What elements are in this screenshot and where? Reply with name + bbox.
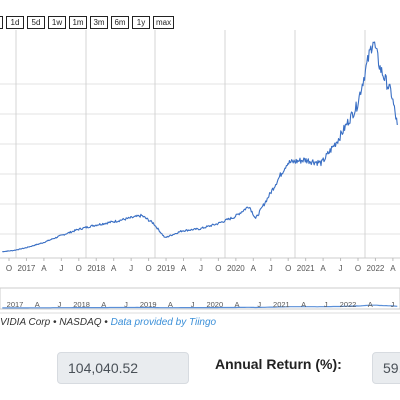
navigator-tick-label: A: [368, 300, 373, 309]
range-selector: 1d 5d 1w 1m 3m 6m 1y max: [0, 16, 175, 29]
navigator-tick-label: A: [234, 300, 239, 309]
navigator-tick-label: 2018: [73, 300, 90, 309]
exchange-name: NASDAQ: [59, 317, 102, 328]
x-tick-label: O: [76, 264, 82, 273]
navigator-tick-label: A: [301, 300, 306, 309]
range-button-3m[interactable]: 3m: [90, 16, 108, 29]
chart-credits: VIDIA Corp • NASDAQ • Data provided by T…: [0, 317, 400, 328]
x-tick-label: O: [145, 264, 151, 273]
x-tick-label: A: [320, 264, 326, 273]
price-chart[interactable]: O 2017 A J O 2018 A J O 2019 A J O 2020 A J O 2021 A J O 2022…: [0, 0, 400, 318]
x-tick-label: 2021: [297, 264, 315, 273]
navigator-tick-label: J: [124, 300, 128, 309]
navigator-tick-label: 2021: [273, 300, 290, 309]
x-tick-label: 2019: [157, 264, 175, 273]
range-button-1m[interactable]: 1m: [69, 16, 87, 29]
x-tick-label: A: [181, 264, 187, 273]
x-axis: O 2017 A J O 2018 A J O 2019 A J O 2020 A J O 2021 A J O 2022…: [6, 258, 396, 273]
series-layer: [2, 41, 398, 253]
value-output-field: 104,040.52: [57, 352, 189, 384]
annual-return-field: 59.: [372, 352, 400, 384]
separator: •: [104, 317, 108, 328]
range-button-5d[interactable]: 5d: [27, 16, 45, 29]
x-tick-label: A: [251, 264, 257, 273]
annual-return-label: Annual Return (%):: [215, 356, 342, 372]
x-tick-label: O: [355, 264, 361, 273]
navigator-tick-label: A: [101, 300, 106, 309]
navigator-tick-label: J: [324, 300, 328, 309]
x-tick-label: J: [59, 264, 63, 273]
separator: •: [52, 317, 57, 328]
x-tick-label: A: [390, 264, 396, 273]
x-tick-label: A: [41, 264, 47, 273]
range-button-1y[interactable]: 1y: [132, 16, 150, 29]
x-tick-label: O: [215, 264, 221, 273]
x-tick-label: 2022: [367, 264, 385, 273]
range-button-6m[interactable]: 6m: [111, 16, 129, 29]
navigator-tick-label: J: [391, 300, 395, 309]
navigator-tick-label: J: [191, 300, 195, 309]
navigator-frame: [0, 287, 400, 310]
chart-grid: [0, 30, 400, 259]
navigator-tick-label: 2020: [206, 300, 223, 309]
navigator-tick-label: J: [58, 300, 62, 309]
navigator-tick-label: A: [168, 300, 173, 309]
range-button-max[interactable]: max: [153, 16, 175, 29]
navigator-tick-label: 2019: [140, 300, 157, 309]
x-tick-label: 2017: [18, 264, 36, 273]
navigator[interactable]: 2017 A J 2018 A J 2019 A J 2020 A J 2021 A J 2022 A J: [0, 287, 400, 314]
security-name: VIDIA Corp: [0, 317, 51, 328]
x-tick-label: J: [339, 264, 343, 273]
x-tick-label: 2018: [87, 264, 105, 273]
navigator-tick-label: 2022: [340, 300, 357, 309]
x-tick-label: J: [269, 264, 273, 273]
navigator-tick-label: A: [35, 300, 40, 309]
navigator-tick-label: 2017: [7, 300, 24, 309]
price-series-line: [2, 41, 398, 253]
x-tick-label: O: [6, 264, 12, 273]
range-button-clipped[interactable]: [0, 16, 3, 29]
x-tick-label: J: [129, 264, 133, 273]
x-tick-label: O: [285, 264, 291, 273]
navigator-tick-label: J: [257, 300, 261, 309]
x-tick-label: 2020: [227, 264, 245, 273]
range-button-1d[interactable]: 1d: [6, 16, 24, 29]
range-button-1w[interactable]: 1w: [48, 16, 66, 29]
x-tick-label: A: [111, 264, 117, 273]
data-provider-link[interactable]: Data provided by Tiingo: [110, 317, 217, 328]
x-tick-label: J: [199, 264, 203, 273]
navigator-series-line: [2, 304, 398, 309]
